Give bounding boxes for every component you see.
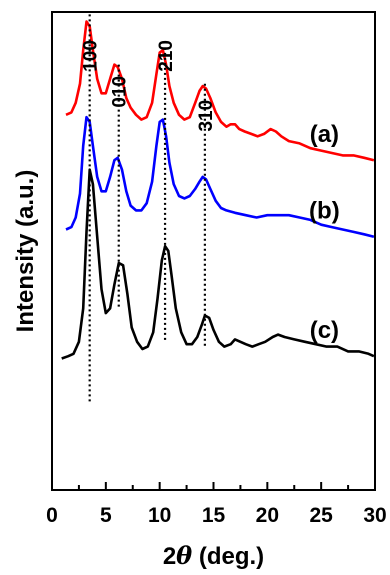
x-axis-label-prefix: 2 xyxy=(163,543,176,570)
peak-label: 210 xyxy=(156,40,177,72)
x-axis-ticks: 0 5 10 15 20 25 30 xyxy=(46,482,387,527)
x-axis-label: 2θ (deg.) xyxy=(163,541,264,570)
peak-label: 310 xyxy=(196,100,217,132)
x-axis-label-symbol: θ xyxy=(176,541,192,570)
series-label: (a) xyxy=(310,121,339,148)
x-axis-label-suffix: (deg.) xyxy=(192,543,264,570)
series-label: (b) xyxy=(309,198,340,225)
series-label: (c) xyxy=(310,317,339,344)
peak-markers: 100 010 210 310 xyxy=(81,14,217,402)
y-axis-label: Intensity (a.u.) xyxy=(12,170,39,333)
plot-frame xyxy=(51,11,376,491)
peak-label: 100 xyxy=(81,40,102,72)
series-line xyxy=(61,168,375,360)
series-line xyxy=(65,115,375,238)
peak-label: 010 xyxy=(110,76,131,108)
x-tick-label: 5 xyxy=(100,504,112,527)
x-tick-label: 20 xyxy=(256,504,279,527)
x-tick-label: 30 xyxy=(363,504,386,527)
x-tick-label: 0 xyxy=(46,504,58,527)
x-tick-label: 25 xyxy=(309,504,333,527)
series-line xyxy=(65,20,375,162)
x-tick-label: 15 xyxy=(202,504,226,527)
series-group: (a) (b) (c) xyxy=(61,20,375,360)
x-tick-label: 10 xyxy=(148,504,171,527)
